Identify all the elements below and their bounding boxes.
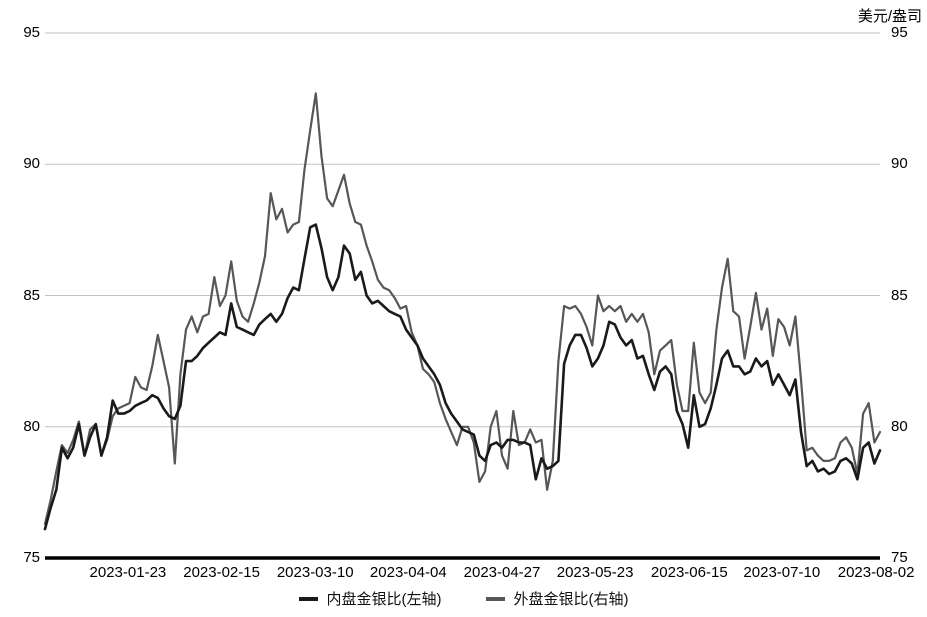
x-axis-label: 2023-02-15 <box>183 564 260 581</box>
x-axis-label: 2023-08-02 <box>837 564 915 581</box>
y-axis-label: 80 <box>891 417 908 435</box>
inner-series-swatch <box>298 596 318 601</box>
y-axis-label: 90 <box>891 155 908 173</box>
legend-label-outer: 外盘金银比(右轴) <box>513 591 629 608</box>
y-axis-label: 85 <box>23 286 40 304</box>
y-axis-label: 75 <box>23 549 40 566</box>
y-axis-label: 80 <box>23 417 40 435</box>
right-axis-unit-label: 美元/盎司 <box>857 8 922 25</box>
x-axis-label: 2023-05-23 <box>556 564 634 581</box>
outer-series-swatch <box>485 596 505 601</box>
inner-series-line <box>43 223 882 531</box>
y-axis-label: 95 <box>23 24 40 41</box>
x-axis-label: 2023-07-10 <box>743 564 821 581</box>
y-axis-label: 75 <box>891 549 908 566</box>
x-axis-label: 2023-01-23 <box>89 564 167 581</box>
x-axis-label: 2023-04-27 <box>463 564 541 581</box>
x-axis-label: 2023-04-04 <box>369 564 447 581</box>
x-axis-label: 2023-03-10 <box>276 564 354 581</box>
x-axis-label: 2023-06-15 <box>650 564 728 581</box>
legend-item-inner: 内盘金银比(左轴) <box>298 588 442 609</box>
legend-item-outer: 外盘金银比(右轴) <box>485 588 629 609</box>
outer-series-line <box>43 92 882 526</box>
legend: 内盘金银比(左轴) 外盘金银比(右轴) <box>0 588 927 609</box>
gridlines <box>45 32 880 428</box>
legend-label-inner: 内盘金银比(左轴) <box>326 591 442 608</box>
y-axis-label: 85 <box>891 286 908 304</box>
y-axis-label: 95 <box>891 24 908 41</box>
y-axis-label: 90 <box>23 155 40 173</box>
